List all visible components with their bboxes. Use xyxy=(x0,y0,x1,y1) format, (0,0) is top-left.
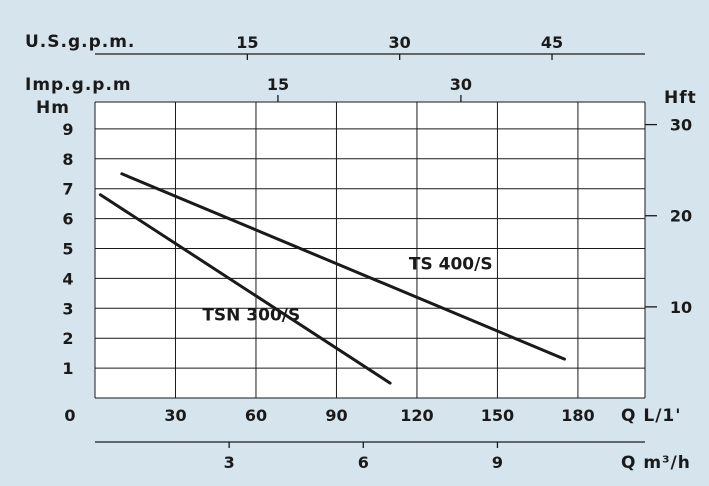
hft-tick-label: 30 xyxy=(670,116,692,135)
hm-tick-labels: 1 2 3 4 5 6 7 8 9 xyxy=(62,120,73,378)
pump-curve-labels: TSN 300/S TS 400/S xyxy=(202,254,492,325)
x-tick-label: 90 xyxy=(325,406,347,425)
imp-gpm-axis-title: Imp.g.p.m xyxy=(25,75,132,95)
us-gpm-tick-label: 15 xyxy=(236,33,258,52)
series-line-tsn-300-s xyxy=(98,193,392,385)
series-label: TS 400/S xyxy=(409,254,493,274)
x-tick-label: 150 xyxy=(481,406,514,425)
x-tick-label: 60 xyxy=(245,406,267,425)
m3h-tick-label: 9 xyxy=(492,453,503,472)
hft-axis-title: Hft xyxy=(664,88,697,108)
x-tick-label: 30 xyxy=(164,406,186,425)
pump-curves xyxy=(98,172,566,385)
y-tick-label: 8 xyxy=(62,150,73,169)
us-gpm-ticks: 15 30 45 xyxy=(236,33,563,60)
l-min-tick-labels: 30 60 90 120 150 180 xyxy=(164,406,594,425)
imp-gpm-tick-label: 15 xyxy=(267,75,289,94)
plot-area xyxy=(95,102,645,398)
x-tick-label: 120 xyxy=(400,406,433,425)
y-tick-label: 7 xyxy=(62,180,73,199)
us-gpm-tick-label: 45 xyxy=(541,33,563,52)
y-tick-label: 6 xyxy=(62,210,73,229)
us-gpm-axis-title: U.S.g.p.m. xyxy=(25,32,135,52)
imp-gpm-ticks: 15 30 xyxy=(267,75,472,102)
series-line-ts-400-s xyxy=(120,172,566,361)
m3h-tick-label: 3 xyxy=(224,453,235,472)
hm-axis-title: Hm xyxy=(36,98,70,118)
hft-ticks: 10 20 30 xyxy=(645,116,692,317)
m3h-axis-title: Q m³/h xyxy=(621,453,691,473)
y-tick-label: 1 xyxy=(62,359,73,378)
series-label: TSN 300/S xyxy=(202,305,300,325)
m3h-tick-labels: 3 6 9 xyxy=(224,442,503,472)
x-tick-label: 180 xyxy=(561,406,594,425)
y-tick-label: 9 xyxy=(62,120,73,139)
imp-gpm-tick-label: 30 xyxy=(450,75,472,94)
hft-tick-label: 10 xyxy=(670,298,692,317)
hft-tick-label: 20 xyxy=(670,207,692,226)
y-tick-label: 4 xyxy=(62,269,73,288)
y-tick-label: 2 xyxy=(62,329,73,348)
y-tick-label: 3 xyxy=(62,299,73,318)
us-gpm-tick-label: 30 xyxy=(389,33,411,52)
y-tick-label: 5 xyxy=(62,240,73,259)
m3h-tick-label: 6 xyxy=(358,453,369,472)
grid-vertical-lines xyxy=(94,102,646,398)
l-min-axis-title: Q L/1' xyxy=(621,406,681,426)
x-zero-label: 0 xyxy=(64,406,75,425)
